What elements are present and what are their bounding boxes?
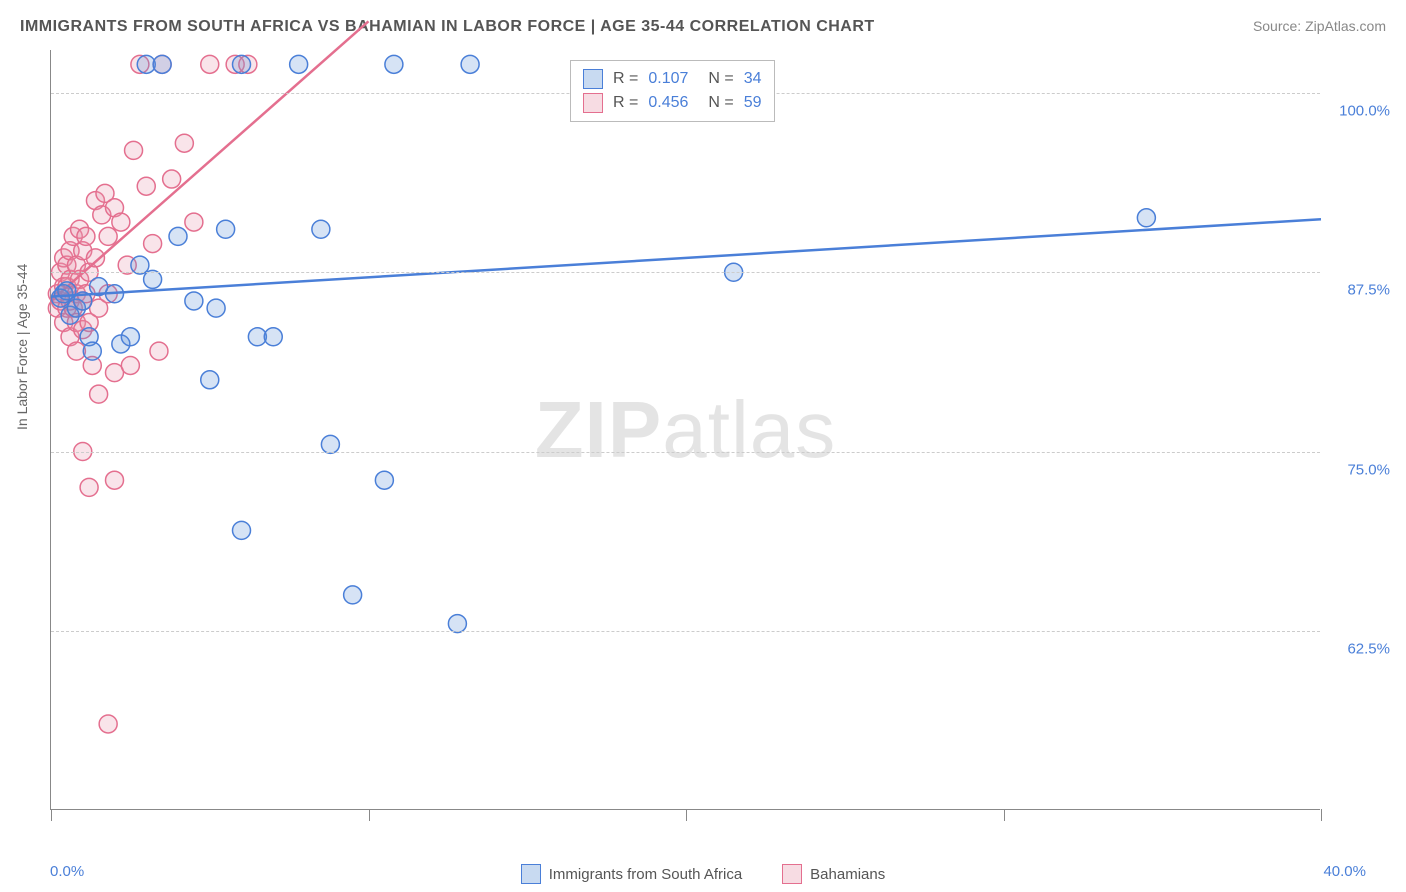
data-point — [233, 521, 251, 539]
r-label: R = — [613, 94, 638, 112]
data-point — [90, 385, 108, 403]
legend-item-b: Bahamians — [782, 864, 885, 884]
data-point — [175, 134, 193, 152]
data-point — [163, 170, 181, 188]
data-point — [106, 471, 124, 489]
stats-row-series-a: R = 0.107 N = 34 — [583, 67, 762, 91]
stats-row-series-b: R = 0.456 N = 59 — [583, 91, 762, 115]
data-point — [86, 249, 104, 267]
swatch-series-a-icon — [521, 864, 541, 884]
data-point — [217, 220, 235, 238]
data-point — [150, 342, 168, 360]
x-tick — [369, 809, 370, 821]
x-axis-max-label: 40.0% — [1323, 863, 1366, 880]
n-value-b: 59 — [744, 94, 762, 112]
y-grid-label: 62.5% — [1330, 640, 1390, 657]
data-point — [169, 227, 187, 245]
y-grid-label: 75.0% — [1330, 461, 1390, 478]
x-tick — [1004, 809, 1005, 821]
swatch-series-a — [583, 69, 603, 89]
data-point — [207, 299, 225, 317]
data-point — [375, 471, 393, 489]
correlation-stats-legend: R = 0.107 N = 34 R = 0.456 N = 59 — [570, 60, 775, 122]
data-point — [121, 356, 139, 374]
legend-label-a: Immigrants from South Africa — [549, 866, 742, 883]
data-point — [233, 55, 251, 73]
legend-item-a: Immigrants from South Africa — [521, 864, 742, 884]
bottom-legend: Immigrants from South Africa Bahamians — [0, 864, 1406, 884]
swatch-series-b — [583, 93, 603, 113]
data-point — [77, 227, 95, 245]
data-point — [125, 141, 143, 159]
data-point — [385, 55, 403, 73]
legend-label-b: Bahamians — [810, 866, 885, 883]
n-value-a: 34 — [744, 70, 762, 88]
data-point — [201, 55, 219, 73]
y-grid-label: 100.0% — [1330, 103, 1390, 120]
data-point — [185, 292, 203, 310]
plot-svg — [51, 50, 1320, 809]
y-grid-label: 87.5% — [1330, 282, 1390, 299]
data-point — [461, 55, 479, 73]
r-value-b: 0.456 — [648, 94, 688, 112]
data-point — [264, 328, 282, 346]
y-axis-label: In Labor Force | Age 35-44 — [14, 264, 30, 430]
n-label: N = — [708, 70, 733, 88]
data-point — [290, 55, 308, 73]
data-point — [144, 235, 162, 253]
x-axis-min-label: 0.0% — [50, 863, 84, 880]
gridline-h — [51, 452, 1320, 453]
gridline-h — [51, 631, 1320, 632]
n-label: N = — [708, 94, 733, 112]
scatter-plot: ZIPatlas 62.5%75.0%87.5%100.0% — [50, 50, 1320, 810]
data-point — [99, 715, 117, 733]
x-tick — [686, 809, 687, 821]
data-point — [137, 177, 155, 195]
swatch-series-b-icon — [782, 864, 802, 884]
data-point — [1137, 209, 1155, 227]
data-point — [121, 328, 139, 346]
chart-title: IMMIGRANTS FROM SOUTH AFRICA VS BAHAMIAN… — [20, 18, 875, 36]
gridline-h — [51, 272, 1320, 273]
data-point — [83, 342, 101, 360]
data-point — [201, 371, 219, 389]
data-point — [344, 586, 362, 604]
data-point — [80, 478, 98, 496]
x-tick — [1321, 809, 1322, 821]
data-point — [185, 213, 203, 231]
trend-line — [51, 219, 1321, 296]
r-value-a: 0.107 — [648, 70, 688, 88]
data-point — [112, 213, 130, 231]
x-tick — [51, 809, 52, 821]
data-point — [153, 55, 171, 73]
r-label: R = — [613, 70, 638, 88]
data-point — [99, 227, 117, 245]
data-point — [312, 220, 330, 238]
source-attribution: Source: ZipAtlas.com — [1253, 18, 1386, 34]
